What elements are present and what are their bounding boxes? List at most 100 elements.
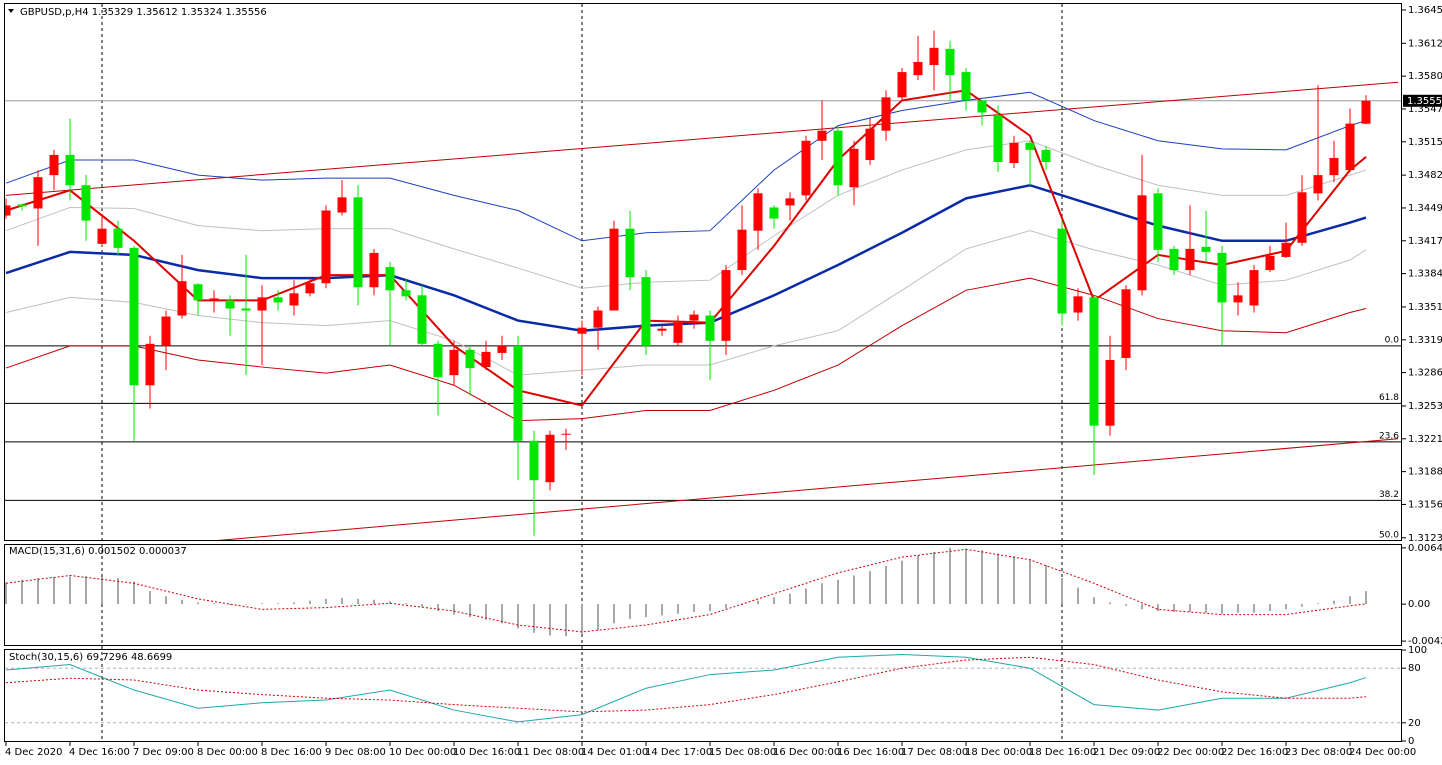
macd-bar — [245, 604, 247, 605]
macd-bar — [437, 604, 439, 612]
y-tick-label: 80 — [1408, 663, 1421, 674]
fib-label: 23.6 — [1379, 431, 1399, 441]
stoch-signal-value: 48.6699 — [131, 652, 172, 663]
candle-body — [1313, 175, 1323, 194]
macd-bar — [1045, 565, 1047, 605]
candle-body — [433, 343, 443, 378]
macd-bar — [293, 602, 295, 605]
candle-body — [113, 228, 123, 248]
candle-body — [977, 100, 987, 113]
candle-body — [369, 252, 379, 288]
y-tick-label: -0.00425 — [1408, 636, 1442, 647]
macd-bar — [933, 551, 935, 605]
candle-body — [881, 97, 891, 131]
macd-bar — [357, 598, 359, 605]
candle-body — [1009, 142, 1019, 164]
macd-bar — [485, 604, 487, 620]
candle-body — [1265, 255, 1275, 271]
macd-bar — [597, 604, 599, 631]
macd-bar — [533, 604, 535, 633]
macd-bar — [981, 550, 983, 605]
candle-body — [961, 72, 971, 101]
candle-body — [737, 229, 747, 271]
fib-label: 50.0 — [1379, 530, 1399, 540]
macd-bar — [853, 575, 855, 605]
candle-body — [193, 284, 203, 301]
candle-body — [657, 328, 667, 331]
macd-bar — [757, 600, 759, 605]
x-tick-label: 16 Dec 00:00 — [773, 747, 840, 758]
macd-bar — [965, 548, 967, 605]
x-tick-label: 8 Dec 00:00 — [197, 747, 258, 758]
macd-bar — [1013, 556, 1015, 605]
macd-bar — [1061, 578, 1063, 605]
candle-body — [129, 247, 139, 386]
open: 1.35329 — [92, 7, 133, 18]
candle-body — [1121, 289, 1131, 358]
candle-body — [321, 210, 331, 284]
x-tick-label: 14 Dec 01:00 — [581, 747, 648, 758]
macd-bar — [453, 604, 455, 615]
y-tick-label: 1.31560 — [1408, 499, 1442, 510]
macd-bar — [581, 604, 583, 634]
menu-triangle — [8, 9, 14, 13]
candle-body — [49, 154, 59, 176]
candle-body — [1169, 248, 1179, 271]
main-pane: 0.0 61.8 23.6 38.2 50.0 — [5, 30, 1402, 540]
close: 1.35556 — [225, 7, 266, 18]
candle-body — [945, 48, 955, 76]
macd-bar — [341, 598, 343, 605]
candle-body — [833, 130, 843, 186]
candle-body — [33, 177, 43, 209]
macd-bar — [5, 582, 7, 605]
candle-body — [865, 128, 875, 160]
candle-body — [817, 130, 827, 141]
macd-bar — [21, 579, 23, 605]
candle-body — [1025, 142, 1035, 150]
macd-bar — [1365, 591, 1367, 605]
macd-bar — [309, 600, 311, 605]
candle-body — [545, 434, 555, 483]
candle-body — [1329, 157, 1339, 176]
candle-body — [1137, 195, 1147, 291]
macd-bar — [149, 591, 151, 605]
y-tick-label: 1.33190 — [1408, 335, 1442, 346]
candle-body — [385, 267, 395, 291]
x-tick-label: 10 Dec 16:00 — [453, 747, 520, 758]
macd-bar — [85, 576, 87, 605]
stoch-title: Stoch(30,15,6) — [9, 652, 83, 663]
y-tick-label: 1.31230 — [1408, 533, 1442, 544]
x-tick-label: 11 Dec 08:00 — [517, 747, 584, 758]
macd-bar — [1157, 604, 1159, 612]
macd-bar — [1189, 604, 1191, 612]
candle-body — [753, 193, 763, 231]
macd-bar — [261, 603, 263, 605]
macd-bar — [213, 603, 215, 605]
macd-bar — [693, 604, 695, 612]
candle-body — [1233, 295, 1243, 303]
macd-bar — [997, 553, 999, 605]
x-tick-label: 9 Dec 08:00 — [325, 747, 386, 758]
candle-body — [593, 310, 603, 328]
y-tick-label: 1.36455 — [1408, 5, 1442, 16]
macd-bar — [165, 596, 167, 605]
macd-bar — [1253, 604, 1255, 613]
macd-bar — [917, 555, 919, 605]
indicator-line — [5, 91, 1367, 242]
candle-body — [769, 207, 779, 219]
candle-body — [1297, 192, 1307, 243]
macd-bar — [949, 547, 951, 605]
candle-body — [449, 349, 459, 376]
candle-body — [161, 316, 171, 346]
x-tick-label: 24 Dec 00:00 — [1349, 747, 1416, 758]
y-tick-label: 100 — [1408, 645, 1427, 656]
y-tick-label: 1.32865 — [1408, 368, 1442, 379]
candle-body — [177, 281, 187, 316]
indicator-line — [5, 277, 1367, 422]
candle-body — [801, 140, 811, 196]
macd-bar — [709, 604, 711, 612]
macd-bar — [181, 599, 183, 605]
candle-body — [1217, 252, 1227, 303]
candle-body — [241, 308, 251, 311]
